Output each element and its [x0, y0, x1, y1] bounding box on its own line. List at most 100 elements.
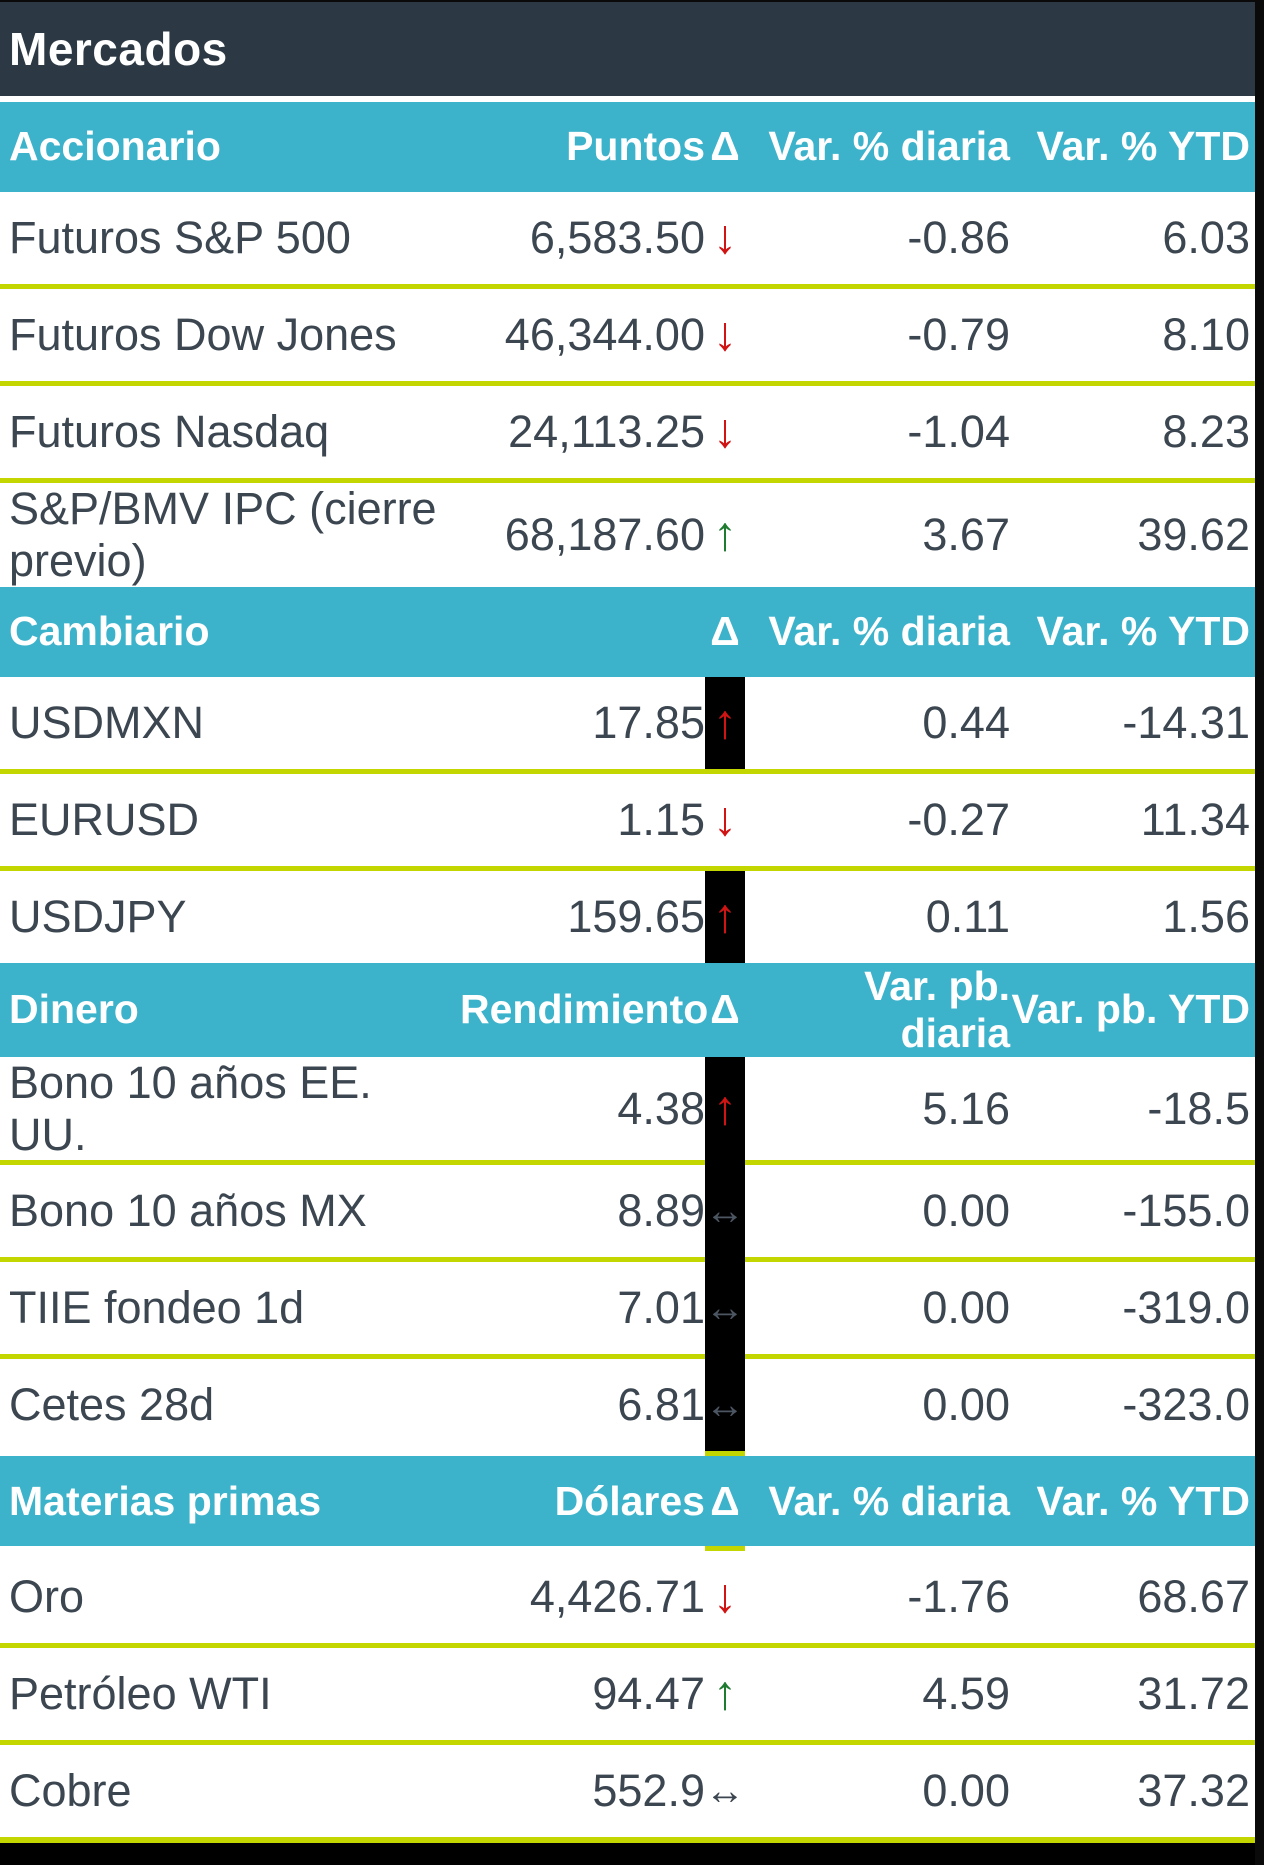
row-value: 552.9 — [592, 1765, 705, 1817]
row-var-ytd: -14.31 — [1122, 696, 1250, 748]
row-var-ytd: 8.10 — [1162, 309, 1250, 361]
row-value: 46,344.00 — [504, 309, 705, 361]
section-title: Materias primas — [9, 1477, 322, 1524]
delta-column-header: Δ — [710, 1477, 740, 1524]
row-delta-cell: ↑ — [705, 676, 745, 769]
flat-arrow-icon: ↔ — [705, 1286, 745, 1331]
var-ytd-column-header: Var. pb. YTD — [1011, 986, 1251, 1033]
down-arrow-icon: ↓ — [713, 405, 737, 458]
var-ytd-column-header: Var. % YTD — [1036, 607, 1250, 654]
row-label: Bono 10 años MX — [9, 1185, 367, 1237]
row-var-diaria: -0.86 — [907, 212, 1010, 264]
delta-column-header: Δ — [710, 123, 740, 170]
row-var-diaria: 0.44 — [922, 696, 1010, 748]
separator-tick — [0, 1546, 1255, 1552]
row-label: USDMXN — [9, 696, 205, 748]
row-value: 7.01 — [617, 1282, 705, 1334]
row-var-ytd: -18.5 — [1147, 1082, 1250, 1134]
row-delta-cell: ↓ — [705, 774, 745, 866]
var-diaria-column-header: Var. % diaria — [768, 607, 1010, 654]
section-header-accionario: Accionario Puntos Δ Var. % diaria Var. %… — [0, 102, 1255, 192]
row-value: 94.47 — [592, 1668, 705, 1720]
row-delta-cell: ↓ — [705, 1551, 745, 1643]
up-arrow-icon: ↑ — [713, 507, 737, 561]
row-value: 1.15 — [617, 793, 705, 845]
var-ytd-column-header: Var. % YTD — [1036, 1477, 1250, 1524]
row-value: 4,426.71 — [529, 1571, 705, 1623]
value-column-header: Puntos — [566, 123, 705, 170]
row-delta-cell: ↓ — [705, 289, 745, 381]
value-column-header: Dólares — [554, 1477, 705, 1524]
row-delta-cell: ↓ — [705, 192, 745, 284]
bottom-border-strip — [0, 1843, 1255, 1865]
page-title: Mercados — [9, 23, 228, 75]
row-value: 6,583.50 — [529, 212, 705, 264]
table-row-bono-10-a-os-ee-uu: Bono 10 años EE. UU. 4.38 ↑ 5.16 -18.5 — [0, 1056, 1255, 1161]
row-label: Cetes 28d — [9, 1379, 215, 1431]
up-arrow-icon: ↑ — [713, 695, 737, 749]
row-separator — [0, 284, 1255, 289]
row-delta-cell: ↑ — [705, 1056, 745, 1161]
up-arrow-icon: ↑ — [713, 1081, 737, 1135]
flat-arrow-icon: ↔ — [705, 1189, 745, 1234]
up-arrow-icon: ↑ — [713, 889, 737, 943]
table-row-s-p-bmv-ipc-cierre-previo: S&P/BMV IPC (cierre previo) 68,187.60 ↑ … — [0, 483, 1255, 587]
market-table: Accionario Puntos Δ Var. % diaria Var. %… — [0, 102, 1255, 1838]
row-var-diaria: -0.27 — [907, 793, 1010, 845]
row-label: USDJPY — [9, 890, 187, 942]
row-label: EURUSD — [9, 793, 200, 845]
row-var-diaria: 3.67 — [922, 508, 1010, 560]
table-row-cobre: Cobre 552.9 ↔ 0.00 37.32 — [0, 1745, 1255, 1838]
row-var-diaria: -1.04 — [907, 406, 1010, 458]
row-label: Cobre — [9, 1765, 132, 1817]
row-value: 4.38 — [617, 1082, 705, 1134]
delta-column-header: Δ — [710, 986, 740, 1033]
row-label: S&P/BMV IPC (cierre previo) — [9, 483, 437, 586]
row-label: Oro — [9, 1571, 85, 1623]
row-delta-cell: ↔ — [705, 1359, 745, 1452]
row-value: 24,113.25 — [508, 406, 705, 458]
row-value: 8.89 — [617, 1185, 705, 1237]
section-header-materias-primas: Materias primas Dólares Δ Var. % diaria … — [0, 1456, 1255, 1547]
row-delta-cell: ↑ — [705, 870, 745, 963]
row-separator — [0, 1740, 1255, 1746]
row-var-ytd: 39.62 — [1137, 508, 1250, 560]
row-separator — [0, 1160, 1255, 1166]
down-arrow-icon: ↓ — [713, 792, 737, 846]
row-delta-cell: ↔ — [705, 1745, 745, 1837]
row-label: Futuros S&P 500 — [9, 212, 351, 264]
row-separator — [0, 1257, 1255, 1263]
table-row-usdjpy: USDJPY 159.65 ↑ 0.11 1.56 — [0, 870, 1255, 963]
row-var-diaria: 4.59 — [922, 1668, 1010, 1720]
table-row-eurusd: EURUSD 1.15 ↓ -0.27 11.34 — [0, 773, 1255, 866]
row-var-ytd: 8.23 — [1162, 406, 1250, 458]
row-var-diaria: -0.79 — [907, 309, 1010, 361]
delta-column-header: Δ — [710, 607, 740, 654]
row-separator — [0, 865, 1255, 871]
separator-tick — [0, 1451, 1255, 1457]
table-row-futuros-s-p-500: Futuros S&P 500 6,583.50 ↓ -0.86 6.03 — [0, 192, 1255, 284]
row-separator — [0, 1354, 1255, 1360]
row-var-ytd: -319.0 — [1122, 1282, 1250, 1334]
row-separator — [0, 381, 1255, 386]
section-title: Dinero — [9, 986, 139, 1033]
row-value: 68,187.60 — [504, 508, 705, 560]
row-delta-cell: ↔ — [705, 1262, 745, 1355]
row-var-diaria: 0.00 — [922, 1282, 1010, 1334]
row-var-diaria: 0.00 — [922, 1379, 1010, 1431]
row-var-ytd: 1.56 — [1162, 890, 1250, 942]
flat-arrow-icon: ↔ — [705, 1383, 745, 1428]
row-var-ytd: 68.67 — [1137, 1571, 1250, 1623]
section-title: Accionario — [9, 123, 221, 170]
var-ytd-column-header: Var. % YTD — [1036, 123, 1250, 170]
row-var-diaria: 0.00 — [922, 1185, 1010, 1237]
row-var-ytd: 11.34 — [1140, 793, 1250, 845]
section-header-dinero: Dinero Rendimiento Δ Var. pb. diaria Var… — [0, 962, 1255, 1057]
value-column-header: Rendimiento — [460, 986, 709, 1033]
row-label: Petróleo WTI — [9, 1668, 272, 1720]
table-row-bono-10-a-os-mx: Bono 10 años MX 8.89 ↔ 0.00 -155.0 — [0, 1165, 1255, 1258]
row-label: Bono 10 años EE. UU. — [9, 1056, 372, 1160]
page-title-bar: Mercados — [0, 2, 1255, 96]
up-arrow-icon: ↑ — [713, 1667, 737, 1721]
